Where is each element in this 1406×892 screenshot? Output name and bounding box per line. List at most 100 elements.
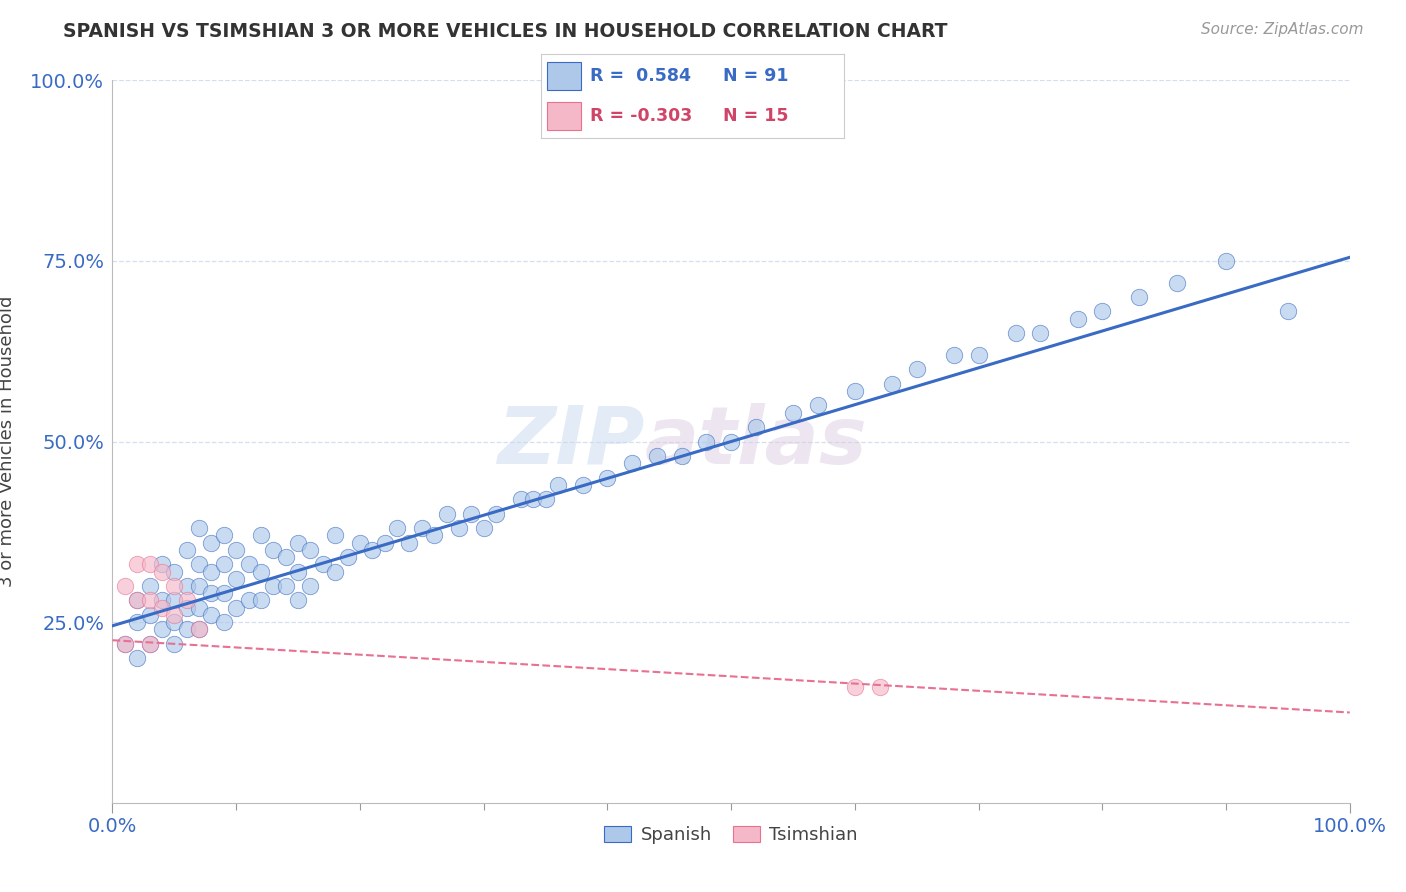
Point [225, 572, 247, 586]
Point [942, 348, 965, 362]
Point [163, 615, 186, 630]
Point [127, 558, 149, 572]
Point [200, 586, 222, 600]
Text: SPANISH VS TSIMSHIAN 3 OR MORE VEHICLES IN HOUSEHOLD CORRELATION CHART: SPANISH VS TSIMSHIAN 3 OR MORE VEHICLES … [63, 22, 948, 41]
Point [150, 593, 173, 607]
Point [299, 542, 322, 557]
Point [163, 579, 186, 593]
Text: Source: ZipAtlas.com: Source: ZipAtlas.com [1201, 22, 1364, 37]
Point [188, 558, 211, 572]
Point [534, 492, 557, 507]
Point [138, 607, 160, 622]
Point [869, 680, 891, 694]
Point [485, 507, 508, 521]
Point [150, 600, 173, 615]
Point [509, 492, 531, 507]
Point [114, 637, 136, 651]
Point [127, 615, 149, 630]
Point [1277, 304, 1299, 318]
Point [138, 637, 160, 651]
Point [163, 637, 186, 651]
Point [299, 579, 322, 593]
Point [1029, 326, 1052, 340]
Point [212, 528, 235, 542]
Point [807, 398, 830, 412]
Point [436, 507, 458, 521]
Point [127, 593, 149, 607]
Point [176, 593, 198, 607]
Point [138, 637, 160, 651]
Point [287, 593, 309, 607]
Point [1091, 304, 1114, 318]
Point [225, 600, 247, 615]
Point [176, 623, 198, 637]
Point [238, 593, 260, 607]
Point [374, 535, 396, 549]
Point [176, 600, 198, 615]
Point [1215, 253, 1237, 268]
Point [138, 593, 160, 607]
Text: N = 91: N = 91 [723, 67, 789, 85]
Text: N = 15: N = 15 [723, 107, 789, 125]
Point [571, 478, 593, 492]
Point [336, 550, 359, 565]
Point [212, 558, 235, 572]
Point [398, 535, 420, 549]
Point [250, 593, 273, 607]
Point [522, 492, 544, 507]
Point [411, 521, 433, 535]
Point [905, 362, 928, 376]
Point [114, 637, 136, 651]
Point [138, 579, 160, 593]
Point [274, 550, 297, 565]
Point [782, 406, 804, 420]
Text: ZIP: ZIP [498, 402, 644, 481]
Point [114, 579, 136, 593]
Point [127, 593, 149, 607]
Point [176, 579, 198, 593]
Point [262, 542, 284, 557]
Point [472, 521, 495, 535]
Point [349, 535, 371, 549]
Point [423, 528, 446, 542]
Point [188, 623, 211, 637]
Point [547, 478, 569, 492]
Text: atlas: atlas [644, 402, 868, 481]
Bar [547, 62, 581, 90]
Point [188, 521, 211, 535]
Point [596, 470, 619, 484]
Bar [547, 102, 581, 130]
Point [880, 376, 903, 391]
Point [250, 565, 273, 579]
Point [138, 558, 160, 572]
Point [200, 607, 222, 622]
Point [844, 384, 866, 398]
Point [163, 607, 186, 622]
Point [188, 579, 211, 593]
Point [200, 565, 222, 579]
Point [844, 680, 866, 694]
Point [745, 420, 768, 434]
Point [274, 579, 297, 593]
Point [1166, 276, 1188, 290]
Point [212, 615, 235, 630]
Point [150, 558, 173, 572]
Point [176, 542, 198, 557]
Point [1004, 326, 1026, 340]
Point [1066, 311, 1088, 326]
Point [250, 528, 273, 542]
Point [312, 558, 335, 572]
Point [150, 565, 173, 579]
Point [212, 586, 235, 600]
Point [150, 623, 173, 637]
Point [225, 542, 247, 557]
Point [323, 565, 346, 579]
Point [645, 449, 668, 463]
Legend: Spanish, Tsimshian: Spanish, Tsimshian [598, 819, 865, 852]
Point [385, 521, 408, 535]
Point [287, 535, 309, 549]
Point [967, 348, 990, 362]
Point [460, 507, 482, 521]
Point [695, 434, 717, 449]
Point [238, 558, 260, 572]
